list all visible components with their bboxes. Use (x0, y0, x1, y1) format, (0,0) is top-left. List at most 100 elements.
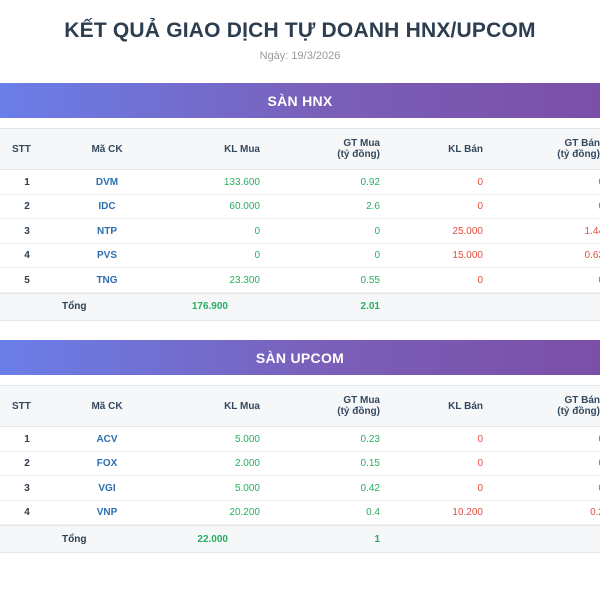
col-header-klmua: KL Mua (224, 143, 260, 155)
cell-stt: 4 (24, 507, 30, 519)
hnx-banner-title: SÀN HNX (267, 92, 333, 109)
hnx-table: STT Mã CK KL Mua GT Mua (tỷ đồng) KL Bán … (0, 128, 600, 321)
col-header-mack: Mã CK (91, 400, 123, 412)
total-gtmua: 2.01 (360, 301, 380, 313)
col-header-gtban-line2: (tỷ đồng) (557, 149, 600, 160)
cell-gtban: 0 (500, 170, 600, 194)
cell-klmua: 133.600 (223, 176, 260, 188)
col-header-gtmua-line2: (tỷ đồng) (337, 406, 380, 417)
cell-gtban: 0.2 (590, 507, 600, 519)
cell-gtmua: 0.15 (360, 458, 380, 470)
total-label: Tổng (62, 301, 87, 313)
cell-gtban: 0 (500, 195, 600, 219)
cell-gtban: 0 (500, 452, 600, 476)
cell-klban: 0 (477, 482, 483, 494)
cell-mack[interactable]: DVM (95, 176, 119, 188)
col-header-gtban: GT Bán (tỷ đồng) (500, 129, 600, 169)
cell-stt: 3 (24, 482, 30, 494)
cell-gtban: 0 (500, 268, 600, 292)
col-header-gtmua-line1: GT Mua (343, 138, 380, 149)
total-gtmua: 1 (374, 533, 380, 545)
cell-klmua: 60.000 (229, 201, 260, 213)
cell-klban: 0 (477, 458, 483, 470)
table-row: 4 PVS 0 0 15.000 0.63 (0, 244, 600, 269)
page-date: Ngày: 19/3/2026 (259, 50, 341, 62)
cell-klmua: 5.000 (234, 482, 260, 494)
cell-klmua: 2.000 (234, 458, 260, 470)
cell-klban: 10.200 (452, 507, 483, 519)
cell-klban: 0 (477, 176, 483, 188)
total-klmua: 22.000 (197, 533, 228, 545)
page-title: KẾT QUẢ GIAO DỊCH TỰ DOANH HNX/UPCOM (64, 19, 536, 42)
hnx-banner: SÀN HNX (0, 83, 600, 118)
cell-stt: 1 (24, 433, 30, 445)
cell-gtmua: 2.6 (366, 201, 380, 213)
col-header-gtban: GT Bán (tỷ đồng) (500, 386, 600, 426)
cell-gtban: 0 (500, 476, 600, 500)
cell-stt: 2 (24, 201, 30, 213)
table-header: STT Mã CK KL Mua GT Mua (tỷ đồng) KL Bán … (0, 385, 600, 427)
col-header-klban: KL Bán (448, 143, 483, 155)
cell-mack[interactable]: FOX (96, 458, 118, 470)
cell-klban: 0 (477, 433, 483, 445)
cell-stt: 1 (24, 176, 30, 188)
table-row: 2 FOX 2.000 0.15 0 0 (0, 452, 600, 477)
cell-stt: 5 (24, 274, 30, 286)
table-row: 3 NTP 0 0 25.000 1.44 (0, 219, 600, 244)
table-row: 1 DVM 133.600 0.92 0 0 (0, 170, 600, 195)
col-header-klmua: KL Mua (224, 400, 260, 412)
cell-mack[interactable]: NTP (97, 225, 117, 237)
cell-stt: 4 (24, 250, 30, 262)
cell-stt: 3 (24, 225, 30, 237)
cell-mack[interactable]: PVS (96, 250, 117, 262)
cell-klmua: 20.200 (229, 507, 260, 519)
cell-gtban: 1.44 (584, 225, 600, 237)
upcom-section: SÀN UPCOM STT Mã CK KL Mua GT Mua (tỷ đồn… (0, 340, 600, 554)
col-header-stt: STT (12, 400, 31, 412)
col-header-gtmua-line1: GT Mua (343, 395, 380, 406)
cell-klmua: 0 (254, 250, 260, 262)
cell-gtban: 0 (500, 427, 600, 451)
upcom-banner: SÀN UPCOM (0, 340, 600, 375)
cell-gtmua: 0.92 (360, 176, 380, 188)
table-row: 5 TNG 23.300 0.55 0 0 (0, 268, 600, 293)
table-row: 4 VNP 20.200 0.4 10.200 0.2 (0, 501, 600, 526)
col-header-gtmua: GT Mua (tỷ đồng) (270, 129, 380, 169)
upcom-table: STT Mã CK KL Mua GT Mua (tỷ đồng) KL Bán … (0, 385, 600, 554)
cell-mack[interactable]: TNG (96, 274, 118, 286)
table-header: STT Mã CK KL Mua GT Mua (tỷ đồng) KL Bán … (0, 128, 600, 170)
cell-klmua: 5.000 (234, 433, 260, 445)
table-row: 3 VGI 5.000 0.42 0 0 (0, 476, 600, 501)
cell-klban: 25.000 (452, 225, 483, 237)
cell-gtmua: 0.42 (360, 482, 380, 494)
table-row: 1 ACV 5.000 0.23 0 0 (0, 427, 600, 452)
cell-gtmua: 0 (374, 225, 380, 237)
col-header-gtban-line1: GT Bán (564, 395, 600, 406)
col-header-gtmua-line2: (tỷ đồng) (337, 149, 380, 160)
cell-klban: 0 (477, 274, 483, 286)
cell-gtmua: 0 (374, 250, 380, 262)
cell-mack[interactable]: ACV (96, 433, 118, 445)
total-klmua: 176.900 (191, 301, 228, 313)
cell-klban: 15.000 (452, 250, 483, 262)
cell-mack[interactable]: VNP (96, 507, 118, 519)
col-header-klban: KL Bán (448, 400, 483, 412)
cell-klban: 0 (477, 201, 483, 213)
total-label: Tổng (62, 533, 87, 545)
cell-gtmua: 0.23 (360, 433, 380, 445)
upcom-total-row: Tổng 22.000 1 (0, 525, 600, 554)
col-header-gtban-line1: GT Bán (564, 138, 600, 149)
cell-stt: 2 (24, 458, 30, 470)
col-header-gtban-line2: (tỷ đồng) (557, 406, 600, 417)
upcom-banner-title: SÀN UPCOM (255, 349, 345, 366)
hnx-section: SÀN HNX STT Mã CK KL Mua GT Mua (tỷ đồng)… (0, 83, 600, 321)
cell-mack[interactable]: IDC (98, 201, 116, 213)
cell-mack[interactable]: VGI (98, 482, 116, 494)
cell-gtmua: 0.4 (366, 507, 380, 519)
col-header-stt: STT (12, 143, 31, 155)
col-header-mack: Mã CK (91, 143, 123, 155)
cell-klmua: 23.300 (229, 274, 260, 286)
table-row: 2 IDC 60.000 2.6 0 0 (0, 195, 600, 220)
cell-gtmua: 0.55 (360, 274, 380, 286)
hnx-total-row: Tổng 176.900 2.01 (0, 292, 600, 321)
